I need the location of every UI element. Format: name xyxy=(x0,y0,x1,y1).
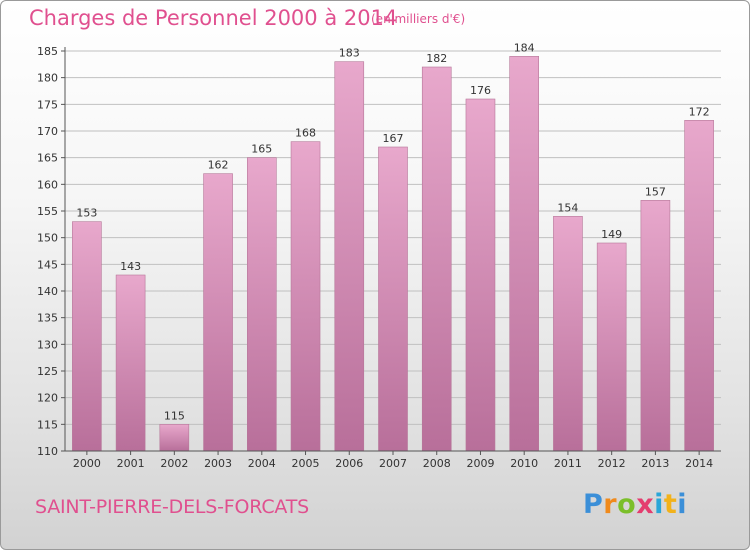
chart-title: Charges de Personnel 2000 à 2014 xyxy=(29,6,398,30)
x-tick-label-2013: 2013 xyxy=(641,457,669,470)
bar-2007 xyxy=(378,146,408,452)
y-tick-label: 110 xyxy=(37,445,58,458)
bar-2008 xyxy=(421,66,452,452)
value-labels: 153 143 115 162 165 168 183 167 182 176 184 154 149 1… xyxy=(76,41,709,422)
y-tick-label: 115 xyxy=(37,418,58,431)
y-tick-label: 155 xyxy=(37,205,58,218)
x-tick-label-2014: 2014 xyxy=(685,457,713,470)
value-label-2014: 172 xyxy=(689,105,710,118)
x-tick-label-2000: 2000 xyxy=(73,457,101,470)
y-tick-label: 180 xyxy=(37,72,58,85)
y-tick-label: 150 xyxy=(37,232,58,245)
y-tick-label: 185 xyxy=(37,45,58,58)
bar-2009 xyxy=(465,98,496,452)
value-label-2004: 165 xyxy=(251,143,272,156)
y-tick-label: 175 xyxy=(37,98,58,111)
logo-letter: x xyxy=(636,489,655,520)
x-tick-label-2001: 2001 xyxy=(117,457,145,470)
x-tick-label-2005: 2005 xyxy=(292,457,320,470)
logo-letter: i xyxy=(677,489,688,520)
value-label-2007: 167 xyxy=(383,132,404,145)
value-label-2002: 115 xyxy=(164,409,185,422)
y-tick-label: 160 xyxy=(37,178,58,191)
value-label-2008: 182 xyxy=(426,52,447,65)
bar-2003 xyxy=(203,173,233,452)
y-tick-label: 140 xyxy=(37,285,58,298)
chart-subtitle: (en milliers d'€) xyxy=(371,12,466,26)
bar-2000 xyxy=(72,221,102,452)
value-label-2013: 157 xyxy=(645,185,666,198)
bar-2004 xyxy=(247,157,277,452)
x-tick-label-2010: 2010 xyxy=(510,457,538,470)
y-tick-label: 125 xyxy=(37,365,58,378)
bar-2011 xyxy=(553,216,583,452)
y-tick-label: 130 xyxy=(37,338,58,351)
x-tick-label-2007: 2007 xyxy=(379,457,407,470)
x-tick-label-2002: 2002 xyxy=(160,457,188,470)
axes: 110 115 120 125 130 135 140 145 150 155 160 165 170 1… xyxy=(37,45,721,470)
value-label-2003: 162 xyxy=(208,159,229,172)
bar-2005 xyxy=(290,141,321,452)
x-tick-label-2003: 2003 xyxy=(204,457,232,470)
y-tick-label: 120 xyxy=(37,392,58,405)
logo-letter: i xyxy=(654,489,664,520)
logo-letter: t xyxy=(663,489,678,520)
bar-2010 xyxy=(509,56,540,452)
bar-2001 xyxy=(115,274,146,452)
proxiti-logo: Proxiti xyxy=(583,489,687,520)
y-tick-label: 170 xyxy=(37,125,58,138)
commune-name: SAINT-PIERRE-DELS-FORCATS xyxy=(35,496,310,518)
value-label-2012: 149 xyxy=(601,228,622,241)
x-tick-label-2012: 2012 xyxy=(598,457,626,470)
x-tick-label-2004: 2004 xyxy=(248,457,276,470)
bar-2012 xyxy=(596,242,627,452)
value-label-2000: 153 xyxy=(76,207,97,220)
value-label-2011: 154 xyxy=(557,201,578,214)
logo-letter: o xyxy=(617,489,637,520)
x-tick-label-2009: 2009 xyxy=(466,457,494,470)
value-label-2001: 143 xyxy=(120,260,141,273)
value-label-2010: 184 xyxy=(514,41,535,54)
bars xyxy=(72,56,714,452)
bar-2006 xyxy=(334,61,365,452)
y-tick-label: 145 xyxy=(37,258,58,271)
bar-2014 xyxy=(684,120,714,452)
x-tick-label-2006: 2006 xyxy=(335,457,363,470)
logo-letter: P xyxy=(583,489,604,520)
y-tick-label: 165 xyxy=(37,152,58,165)
logo-letter: r xyxy=(603,489,618,520)
bar-2013 xyxy=(640,200,671,452)
value-label-2005: 168 xyxy=(295,127,316,140)
x-tick-label-2011: 2011 xyxy=(554,457,582,470)
value-label-2006: 183 xyxy=(339,47,360,60)
y-tick-label: 135 xyxy=(37,312,58,325)
bar-2002 xyxy=(159,424,190,452)
value-label-2009: 176 xyxy=(470,84,491,97)
x-tick-label-2008: 2008 xyxy=(423,457,451,470)
